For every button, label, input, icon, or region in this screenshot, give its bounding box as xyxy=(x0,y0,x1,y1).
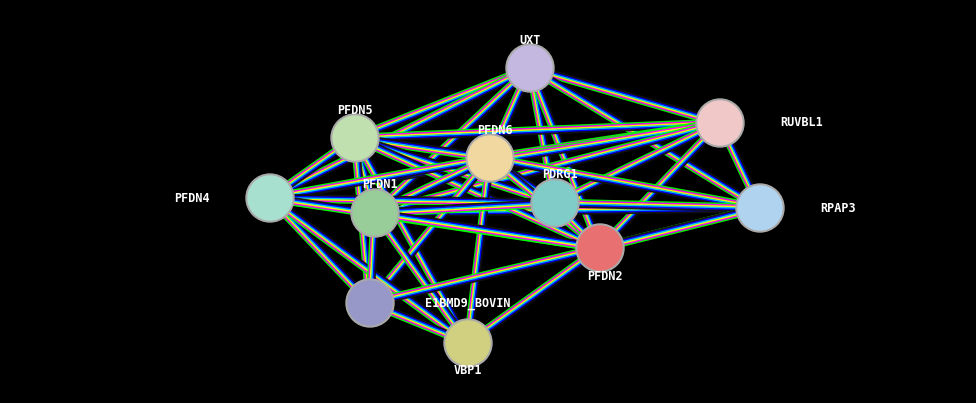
Circle shape xyxy=(353,191,397,235)
Circle shape xyxy=(515,54,545,82)
Circle shape xyxy=(446,321,490,365)
Circle shape xyxy=(746,194,774,222)
Circle shape xyxy=(444,319,492,367)
Circle shape xyxy=(576,224,624,272)
Text: PFDN1: PFDN1 xyxy=(362,179,398,191)
Text: RUVBL1: RUVBL1 xyxy=(780,116,823,129)
Text: UXT: UXT xyxy=(519,33,541,46)
Circle shape xyxy=(475,144,505,172)
Circle shape xyxy=(248,176,292,220)
Circle shape xyxy=(348,281,392,325)
Circle shape xyxy=(531,179,579,227)
Circle shape xyxy=(738,186,782,230)
Text: PFDN2: PFDN2 xyxy=(588,270,623,283)
Circle shape xyxy=(346,279,394,327)
Text: E1BMD9_BOVIN: E1BMD9_BOVIN xyxy=(425,297,510,310)
Circle shape xyxy=(533,181,577,225)
Circle shape xyxy=(361,199,389,227)
Circle shape xyxy=(466,134,514,182)
Circle shape xyxy=(508,46,552,90)
Circle shape xyxy=(541,189,569,217)
Circle shape xyxy=(706,109,734,137)
Text: PFDN4: PFDN4 xyxy=(175,191,210,204)
Circle shape xyxy=(468,136,512,180)
Text: PFDN6: PFDN6 xyxy=(477,123,512,137)
Circle shape xyxy=(351,189,399,237)
Circle shape xyxy=(355,289,385,317)
Text: PDRG1: PDRG1 xyxy=(543,168,578,181)
Text: PFDN5: PFDN5 xyxy=(337,104,373,116)
Text: VBP1: VBP1 xyxy=(454,364,482,378)
Circle shape xyxy=(341,124,369,152)
Circle shape xyxy=(454,329,482,357)
Circle shape xyxy=(736,184,784,232)
Circle shape xyxy=(586,234,614,262)
Circle shape xyxy=(256,184,284,212)
Circle shape xyxy=(696,99,744,147)
Circle shape xyxy=(578,226,622,270)
Circle shape xyxy=(506,44,554,92)
Circle shape xyxy=(333,116,377,160)
Circle shape xyxy=(698,101,742,145)
Text: RPAP3: RPAP3 xyxy=(820,202,856,214)
Circle shape xyxy=(331,114,379,162)
Circle shape xyxy=(246,174,294,222)
